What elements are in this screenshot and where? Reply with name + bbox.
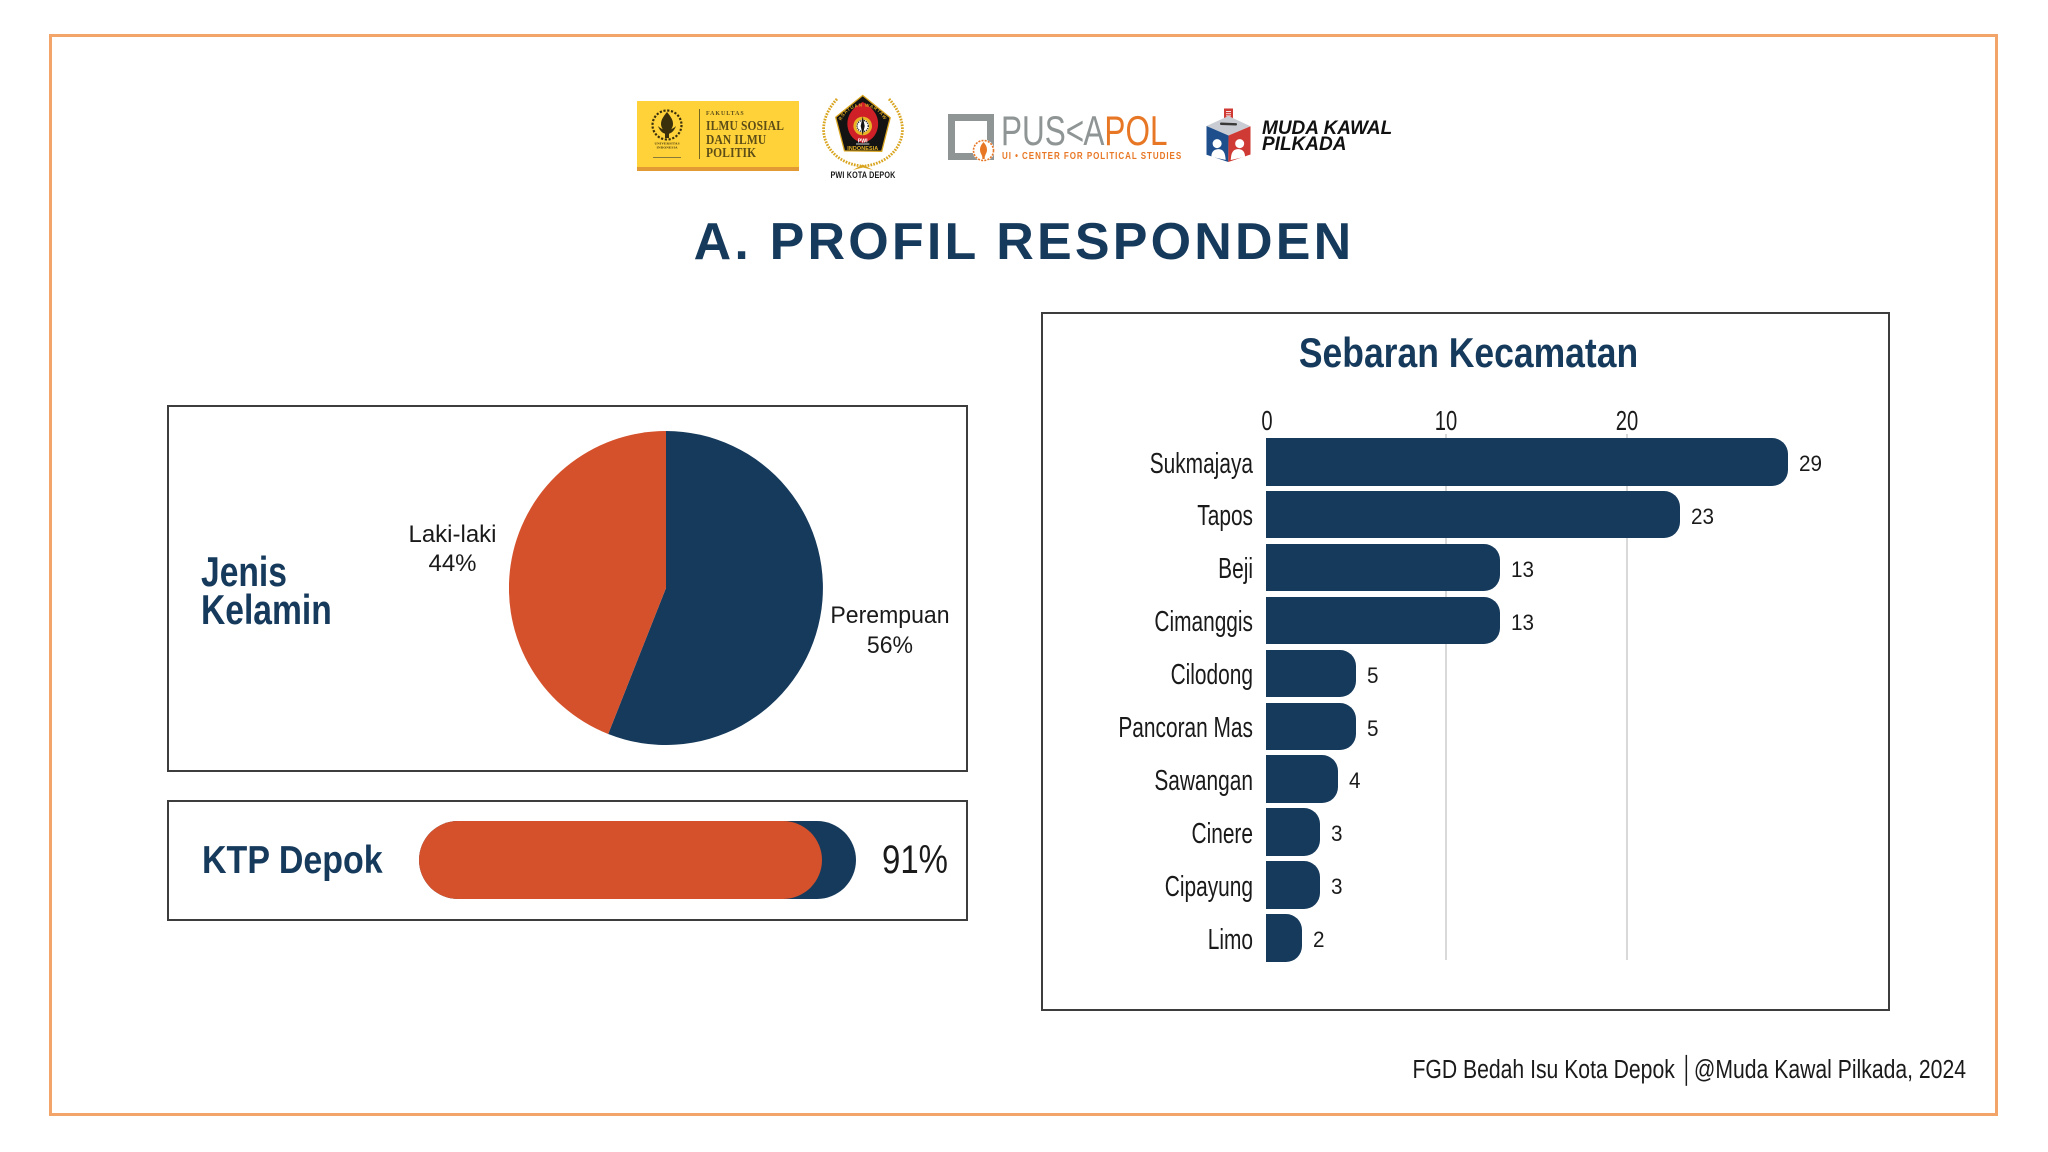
- svg-text:INDONESIA: INDONESIA: [847, 146, 878, 152]
- svg-text:PWI: PWI: [858, 139, 868, 145]
